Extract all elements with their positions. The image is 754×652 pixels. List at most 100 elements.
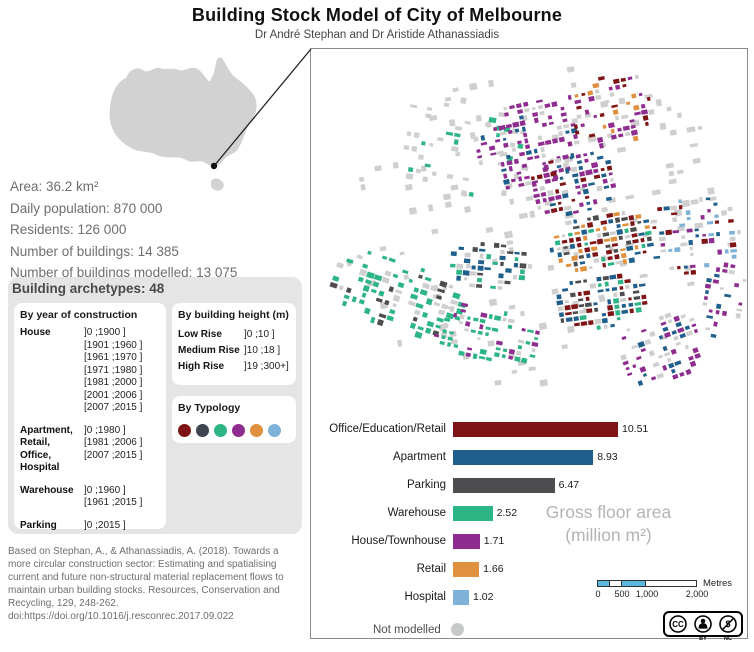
- year-groups: House ]0 ;1900 ] [1901 ;1960 ] [1961 ;1970 …: [20, 327, 160, 532]
- height-row: Low Rise]0 ;10 ]: [178, 327, 290, 343]
- stat-line: Number of buildings: 14 385: [10, 243, 179, 259]
- year-range: [2007 ;2015 ]: [84, 449, 143, 461]
- page-subtitle: Dr André Stephan and Dr Aristide Athanas…: [254, 29, 500, 41]
- year-range: ]0 ;1980 ]: [84, 424, 126, 436]
- not-modelled-legend: Not modelled: [373, 623, 464, 636]
- height-box-title: By building height (m): [178, 309, 289, 321]
- bar-label: Apartment: [392, 451, 446, 463]
- year-group-ranges: ]0 ;1980 ] [1981 ;2006 ] [2007 ;2015 ]: [84, 425, 160, 475]
- height-label: High Rise: [178, 361, 225, 372]
- bar-row: Office/Education/Retail 10.51: [313, 415, 747, 443]
- bar: [453, 533, 480, 549]
- height-range: ]0 ;10 ]: [244, 329, 275, 340]
- bar-row: House/Townhouse 1.71: [313, 527, 747, 555]
- scale-unit-label: Metres: [703, 578, 733, 589]
- year-of-construction-box: By year of construction House]0 ;1900 ][…: [14, 303, 166, 532]
- cc-label: CC: [672, 620, 684, 629]
- year-group-ranges: ]0 ;1960 ] [1961 ;2015 ]: [84, 485, 160, 510]
- tasmania-silhouette: [210, 178, 224, 191]
- person-head-icon: [700, 618, 706, 624]
- typology-dot: [232, 424, 245, 438]
- year-range: ]0 ;1900 ]: [84, 327, 126, 338]
- cc-license-badge: CC $ BY NC: [663, 611, 743, 641]
- not-modelled-swatch: [450, 623, 464, 636]
- scale-segment: [622, 581, 646, 586]
- year-range: [2007 ;2015 ]: [84, 402, 143, 413]
- by-person-icon: [694, 615, 712, 633]
- bar-value: 6.47: [558, 479, 580, 491]
- year-range: [1971 ;1980 ]: [84, 364, 143, 376]
- nc-label: NC: [724, 636, 732, 641]
- bar-row: Warehouse 2.52: [313, 499, 747, 527]
- typology-box-title: By Typology: [178, 402, 241, 414]
- bar: [453, 477, 555, 493]
- chart-annotation: Gross floor area (million m²): [501, 501, 716, 547]
- typology-dot: [196, 424, 209, 438]
- bar-value: 1.71: [483, 535, 505, 547]
- year-range: [1961 ;2015 ]: [84, 497, 143, 508]
- year-range: [1981 ;2000 ]: [84, 377, 143, 388]
- bar-row: Hospital 1.02: [313, 583, 747, 611]
- typology-dot: [178, 424, 191, 438]
- typology-dot: [214, 424, 227, 438]
- height-range: ]19 ;300+]: [244, 361, 289, 372]
- bar-row: Retail 1.66: [313, 555, 747, 583]
- year-range: ]0 ;1960 ]: [84, 484, 126, 496]
- not-modelled-label: Not modelled: [373, 623, 441, 636]
- australia-locator-map: [109, 57, 257, 191]
- page-title: Building Stock Model of City of Melbourn…: [191, 5, 563, 25]
- stat-line: Daily population: 870 000: [10, 200, 163, 216]
- bar-row: Parking 6.47: [313, 471, 747, 499]
- bar-value: 8.93: [597, 451, 618, 463]
- year-group: Apartment, Retail, Office, Hospital]0 ;1…: [20, 425, 160, 475]
- year-range: [1981 ;2006 ]: [84, 437, 143, 448]
- citation-text: Based on Stephan, A., & Athanassiadis, A…: [8, 546, 284, 622]
- stat-line: Area: 36.2 km²: [10, 179, 99, 194]
- chart-annotation-line1: Gross floor area: [545, 502, 672, 522]
- scale-segment: [598, 581, 610, 586]
- year-group-ranges: ]0 ;2015 ]: [84, 520, 160, 533]
- bar-row: Apartment 8.93: [313, 443, 747, 471]
- typology-box: By Typology: [172, 396, 296, 443]
- height-label: Medium Rise: [178, 345, 240, 356]
- bar-label: Parking: [407, 479, 446, 491]
- height-row: Medium Rise ]10 ;18 ]: [178, 343, 290, 359]
- year-group-ranges: ]0 ;1900 ] [1901 ;1960 ] [1961 ;1970 ] [197…: [84, 327, 160, 415]
- nc-slash-icon: [722, 618, 734, 630]
- scale-bar-track: [597, 580, 697, 587]
- typology-dot: [250, 424, 263, 438]
- building-height-box: By building height (m) Low Rise]0 ;10 ] M…: [172, 303, 296, 385]
- city-map: [329, 66, 747, 387]
- bar-value: 10.51: [622, 423, 649, 435]
- year-group: House ]0 ;1900 ] [1901 ;1960 ] [1961 ;1970 …: [20, 327, 160, 415]
- typology-dot: [268, 424, 281, 438]
- year-group: Parking]0 ;2015 ]: [20, 520, 160, 533]
- bar: [453, 561, 480, 577]
- stats-list: Area: 36.2 km² Daily population: 870 000 R…: [10, 176, 308, 284]
- bar: [453, 421, 618, 437]
- map-panel: Office/Education/Retail 10.51 Apartment 8.9…: [310, 48, 748, 641]
- height-rows: Low Rise]0 ;10 ] Medium Rise ]10 ;18 ] High…: [178, 327, 290, 375]
- australia-silhouette: [109, 57, 257, 166]
- year-range: [1961 ;1970 ]: [84, 352, 143, 363]
- scale-bar: Metres 0 500 1,000 2,000: [595, 578, 747, 602]
- scale-segment: [610, 581, 622, 586]
- scale-tick-label: 2,000: [685, 589, 709, 599]
- bar-label: Retail: [416, 563, 446, 575]
- year-range: [1901 ;1960 ]: [84, 339, 143, 351]
- year-group-label: Warehouse: [20, 484, 74, 496]
- by-label: BY: [699, 636, 707, 641]
- year-range: [2001 ;2006 ]: [84, 389, 143, 401]
- year-group-label: House: [20, 327, 51, 338]
- year-range: ]0 ;2015 ]: [84, 519, 126, 531]
- cc-icon: [669, 615, 687, 633]
- height-range: ]10 ;18 ]: [244, 345, 281, 356]
- stat-line: Residents: 126 000: [10, 222, 127, 237]
- archetypes-panel: Building archetypes: 48 By year of const…: [8, 277, 302, 534]
- bar-value: 2.52: [496, 507, 518, 519]
- typology-dots: [178, 420, 290, 440]
- scale-segment: [646, 581, 696, 586]
- archetypes-title: Building archetypes: 48: [12, 281, 165, 296]
- bar-label: Hospital: [404, 591, 446, 603]
